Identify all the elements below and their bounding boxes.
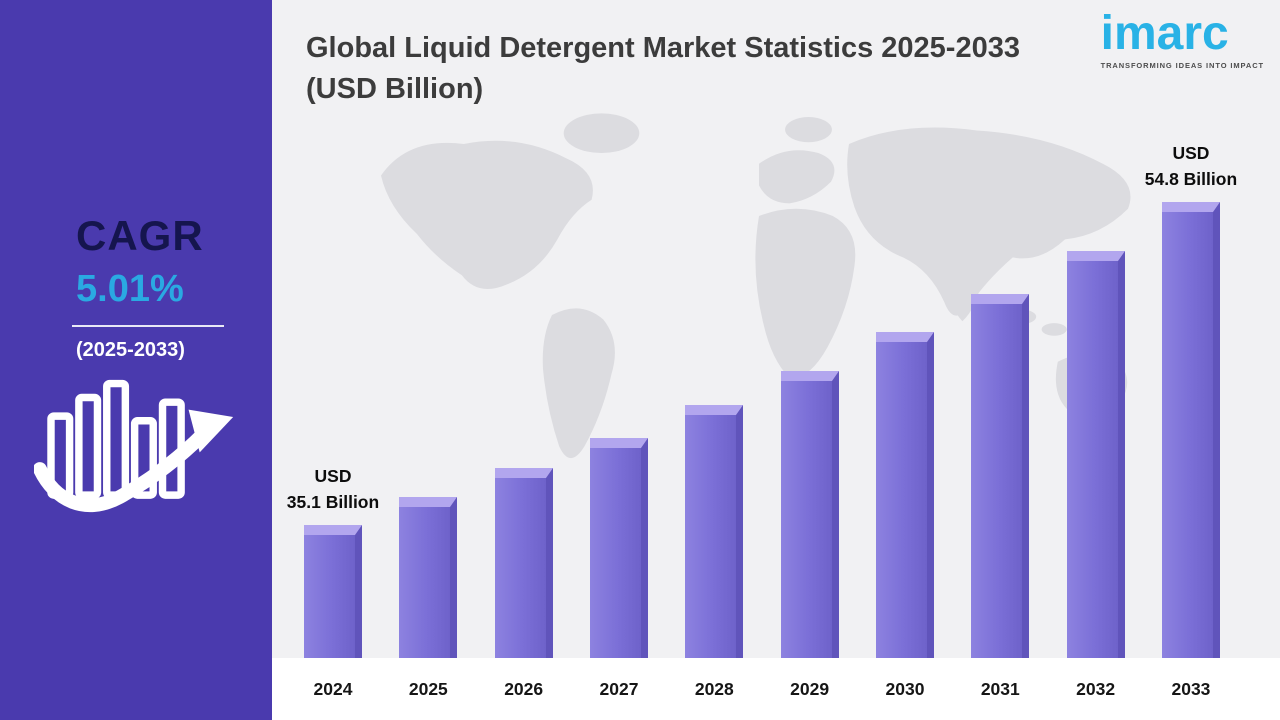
bar-value-label-2033: USD 54.8 Billion [1144,142,1238,189]
bar-2032 [1066,251,1125,658]
bar-slot-2032: 2032 [1065,140,1127,720]
x-axis-label-2030: 2030 [885,678,925,699]
cagr-label: CAGR [76,212,204,259]
x-axis-label-2032: 2032 [1076,678,1116,699]
bar-2027 [589,438,648,658]
cagr-divider [72,325,224,327]
imarc-logo: imarc TRANSFORMING IDEAS INTO IMPACT [1100,7,1264,71]
bar-2029 [780,371,839,658]
bar-slot-2031: 2031 [969,140,1031,720]
logo-wordmark: imarc [1100,7,1229,60]
bar-2030 [875,332,934,658]
x-axis-label-2033: 2033 [1171,678,1211,699]
bar-2026 [494,468,553,658]
bar-chart: USD 35.1 Billion 2024 2025 2026 2027 2028 2029… [287,140,1237,720]
bar-slot-2026: 2026 [493,140,555,720]
bar-slot-2033: USD 54.8 Billion 2033 [1145,140,1237,720]
logo-tagline: TRANSFORMING IDEAS INTO IMPACT [1100,61,1264,70]
bar-slot-2029: 2029 [779,140,841,720]
x-axis-label-2029: 2029 [790,678,830,699]
x-axis-label-2024: 2024 [313,678,353,699]
bar-2024 [304,525,362,658]
bar-2031 [971,294,1030,658]
bar-value-label-2024: USD 35.1 Billion [286,465,380,512]
bar-slot-2030: 2030 [874,140,936,720]
axis-baseline-strip [272,658,1280,720]
x-axis-label-2025: 2025 [408,678,448,699]
x-axis-label-2027: 2027 [599,678,639,699]
x-axis-label-2026: 2026 [504,678,544,699]
bar-slot-2027: 2027 [588,140,650,720]
x-axis-label-2028: 2028 [694,678,734,699]
bar-2028 [685,405,744,658]
growth-chart-icon [32,365,239,528]
x-axis-label-2031: 2031 [980,678,1020,699]
cagr-value: 5.01% [76,268,184,310]
bar-2025 [399,497,458,658]
chart-panel: Global Liquid Detergent Market Statistic… [272,0,1280,720]
sidebar: CAGR 5.01% (2025-2033) [0,0,272,720]
bar-slot-2024: USD 35.1 Billion 2024 [287,140,379,720]
cagr-block: CAGR 5.01% (2025-2033) [0,212,272,362]
bar-slot-2028: 2028 [683,140,745,720]
bar-slot-2025: 2025 [397,140,459,720]
chart-title: Global Liquid Detergent Market Statistic… [306,32,1020,105]
cagr-period: (2025-2033) [76,339,185,361]
bar-2033 [1161,202,1220,658]
